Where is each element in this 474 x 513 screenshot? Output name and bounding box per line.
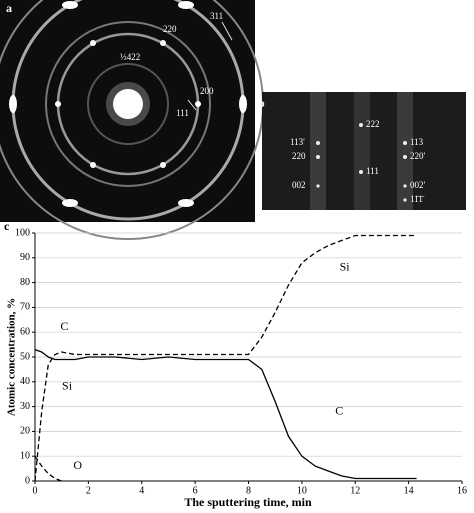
y-tick-label: 70	[20, 302, 30, 313]
image-label: 222	[366, 119, 380, 129]
panel-a-image	[0, 0, 264, 240]
y-tick-label: 100	[15, 227, 30, 238]
panel-label: b	[258, 96, 265, 110]
image-label: 220	[292, 151, 306, 161]
image-label: 11̄1̄	[410, 194, 425, 204]
x-tick-label: 14	[404, 485, 414, 496]
x-tick-label: 8	[246, 485, 251, 496]
annotation: Si	[340, 259, 351, 273]
y-tick-label: 20	[20, 426, 30, 437]
x-tick-label: 16	[457, 485, 467, 496]
x-tick-label: 0	[33, 485, 38, 496]
y-tick-label: 0	[25, 475, 30, 486]
y-tick-label: 50	[20, 351, 30, 362]
image-label: 002'	[410, 180, 426, 190]
series-line	[34, 455, 62, 482]
y-tick-label: 90	[20, 252, 30, 263]
image-label: 113'	[290, 137, 305, 147]
image-label: 002	[292, 180, 306, 190]
x-tick-label: 2	[86, 485, 91, 496]
image-label: 111	[366, 166, 379, 176]
image-label: 220'	[410, 151, 426, 161]
y-tick-label: 40	[20, 376, 30, 387]
series-line	[34, 348, 417, 480]
annotation: Si	[62, 379, 73, 393]
y-axis-label: Atomic concentration, %	[6, 298, 18, 416]
panel-b-image	[262, 92, 466, 210]
image-label: 311	[210, 11, 223, 21]
y-tick-label: 10	[20, 450, 30, 461]
image-label: 200	[200, 86, 214, 96]
annotation: O	[73, 458, 82, 472]
y-tick-label: 30	[20, 401, 30, 412]
x-tick-label: 12	[350, 485, 360, 496]
annotation: C	[335, 403, 343, 417]
x-tick-label: 10	[297, 485, 307, 496]
image-label: 220	[163, 24, 177, 34]
image-label: 113	[410, 137, 424, 147]
image-label: ⅓422	[120, 52, 140, 62]
panel-label: a	[6, 1, 12, 15]
x-axis-label: The sputtering time, min	[184, 495, 312, 509]
series-line	[34, 234, 417, 482]
y-tick-label: 60	[20, 326, 30, 337]
x-tick-label: 4	[139, 485, 144, 496]
y-tick-label: 80	[20, 277, 30, 288]
x-tick-label: 6	[193, 485, 198, 496]
image-label: 111	[176, 108, 189, 118]
annotation: C	[60, 319, 68, 333]
panel-label: c	[4, 219, 10, 233]
